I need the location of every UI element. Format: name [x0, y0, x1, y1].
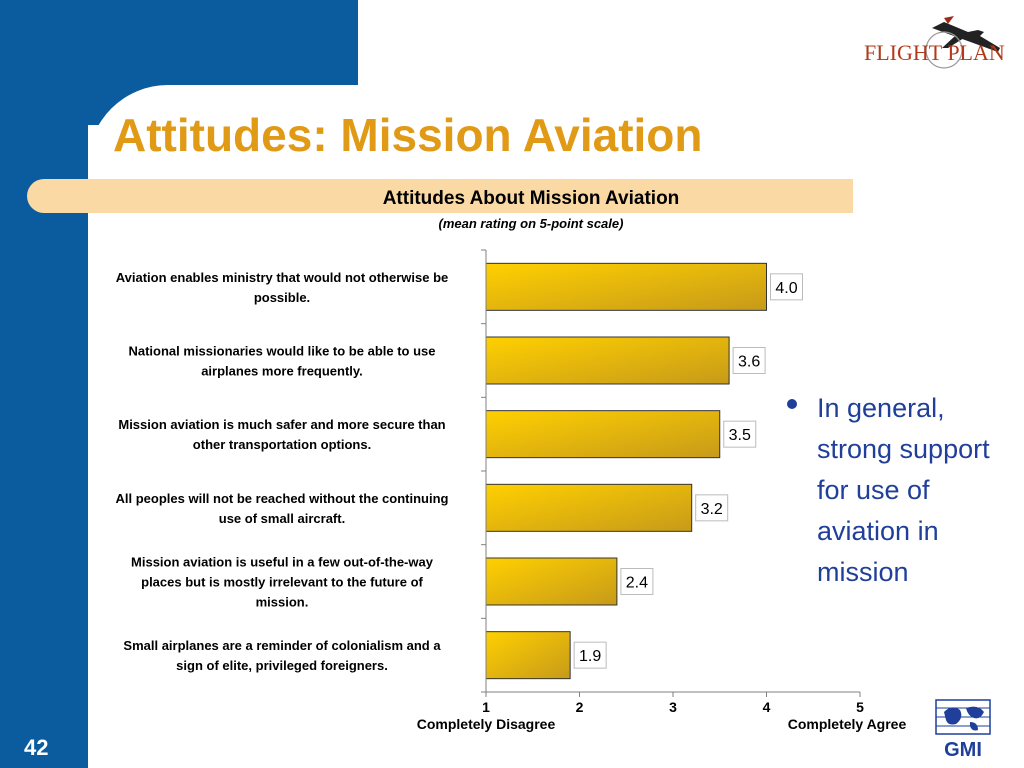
bar: [485, 557, 618, 606]
page-number: 42: [24, 735, 49, 760]
gmi-logo-text: GMI: [944, 739, 982, 760]
category-label-line: mission.: [256, 595, 309, 610]
category-label-line: Small airplanes are a reminder of coloni…: [123, 638, 441, 653]
left-blue-band: [0, 0, 88, 768]
axis-label-completely-disagree: Completely Disagree: [417, 716, 556, 732]
data-label-box: [732, 347, 766, 374]
category-label-line: National missionaries would like to be a…: [128, 344, 435, 359]
chart-title: Attitudes About Mission Aviation: [383, 188, 680, 209]
airplane-icon: [925, 16, 1000, 69]
x-tick-label: 1: [482, 699, 490, 715]
gmi-logo: GMI: [935, 699, 991, 760]
x-tick-label: 4: [763, 699, 771, 715]
x-axis-ticks: 1 2 3 4 5: [482, 692, 864, 715]
category-label-line: use of small aircraft.: [219, 511, 345, 526]
data-label: 4.0: [775, 280, 797, 297]
bar: [485, 483, 693, 532]
category-label-line: possible.: [254, 290, 310, 305]
data-label: 3.6: [738, 354, 760, 371]
category-label-line: Mission aviation is useful in a few out-…: [131, 555, 434, 570]
category-label-line: Aviation enables ministry that would not…: [116, 270, 449, 285]
globe-icon: [935, 699, 991, 735]
flight-plan-logo: FLIGHT PLAN: [864, 16, 1005, 69]
data-label: 3.5: [729, 427, 751, 444]
flight-plan-logo-text: FLIGHT PLAN: [864, 40, 1005, 65]
category-label: Mission aviation is much safer and more …: [118, 417, 445, 452]
data-label-box: [573, 641, 607, 669]
category-label: National missionaries would like to be a…: [128, 344, 435, 379]
bars-layer: 4.0 Aviation enables ministry that would …: [116, 249, 803, 693]
data-label: 3.2: [701, 501, 723, 518]
x-tick-label: 3: [669, 699, 677, 715]
axis-label-completely-agree: Completely Agree: [788, 716, 907, 732]
bullet-text: In general, strong support for use of av…: [817, 393, 990, 587]
category-label-line: All peoples will not be reached without …: [116, 491, 449, 506]
data-label: 2.4: [626, 575, 648, 592]
category-label: All peoples will not be reached without …: [116, 491, 449, 526]
category-label-line: other transportation options.: [193, 437, 371, 452]
category-label: Small airplanes are a reminder of coloni…: [123, 638, 441, 673]
bullet-dot-icon: [787, 399, 797, 409]
chart-header-strip: [27, 179, 853, 213]
data-label: 1.9: [579, 648, 601, 665]
data-label-box: [620, 568, 654, 595]
bar: [485, 262, 767, 311]
category-label-line: places but is mostly irrelevant to the f…: [141, 575, 423, 590]
x-tick-label: 2: [576, 699, 584, 715]
bar: [485, 336, 730, 385]
bar: [485, 410, 721, 459]
category-label-line: sign of elite, privileged foreigners.: [176, 658, 388, 673]
bullet-point: In general, strong support for use of av…: [787, 388, 1002, 593]
category-label-line: airplanes more frequently.: [201, 364, 363, 379]
x-tick-label: 5: [856, 699, 864, 715]
slide-title: Attitudes: Mission Aviation: [113, 109, 703, 161]
data-label-box: [695, 494, 729, 522]
bar: [485, 631, 571, 680]
category-label-line: Mission aviation is much safer and more …: [118, 417, 445, 432]
category-label: Mission aviation is useful in a few out-…: [131, 555, 434, 610]
data-label-box: [723, 420, 757, 448]
category-label: Aviation enables ministry that would not…: [116, 270, 449, 305]
data-label-box: [770, 273, 803, 301]
chart-subtitle: (mean rating on 5-point scale): [439, 216, 624, 231]
